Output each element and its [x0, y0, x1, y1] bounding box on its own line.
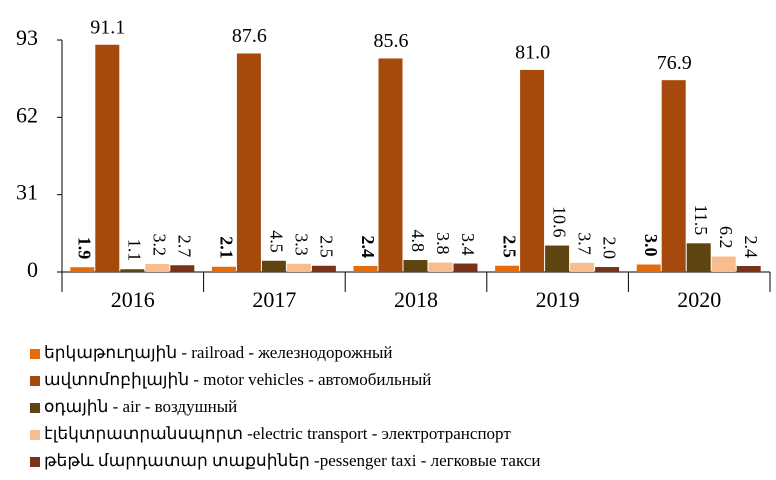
- bar: [145, 264, 170, 272]
- data-label: 2.4: [358, 236, 378, 259]
- legend-swatch: [30, 376, 40, 386]
- data-label: 2.5: [499, 235, 519, 258]
- bar: [453, 263, 478, 272]
- bar: [311, 265, 336, 272]
- x-tick-label: 2020: [677, 287, 721, 312]
- data-label: 3.0: [641, 234, 661, 257]
- data-label: 3.3: [291, 233, 311, 256]
- legend-label: էլեկտրատրանսպորտ -electric transport - э…: [44, 424, 511, 443]
- x-tick-label: 2019: [536, 287, 580, 312]
- bar: [211, 266, 236, 272]
- data-label: 81.0: [515, 42, 550, 64]
- bar: [428, 262, 453, 272]
- x-tick-label: 2018: [394, 287, 438, 312]
- data-label: 4.5: [266, 230, 286, 253]
- bar: [120, 269, 145, 272]
- bar: [403, 260, 428, 272]
- bar: [636, 264, 661, 272]
- bar: [736, 266, 761, 272]
- data-label: 4.8: [408, 230, 428, 253]
- bar: [378, 58, 403, 272]
- data-label: 87.6: [232, 25, 267, 47]
- bar: [520, 69, 545, 272]
- bar: [353, 266, 378, 272]
- data-label: 1.9: [75, 237, 95, 260]
- legend-label: ավտոմոբիլային - motor vehicles - автомоб…: [44, 370, 431, 389]
- y-tick-label: 62: [16, 102, 38, 127]
- bar: [261, 260, 286, 272]
- bar: [70, 267, 95, 272]
- data-label: 91.1: [90, 16, 125, 38]
- bar: [495, 265, 520, 272]
- data-label: 2.0: [599, 237, 619, 260]
- bar: [236, 53, 261, 273]
- x-tick-label: 2017: [252, 287, 296, 312]
- data-label: 6.2: [716, 226, 736, 249]
- data-label: 2.5: [316, 235, 336, 258]
- data-label: 2.1: [216, 236, 236, 259]
- data-label: 2.4: [741, 236, 761, 259]
- data-label: 3.2: [150, 234, 170, 257]
- data-label: 11.5: [691, 204, 711, 235]
- legend-label: երկաթուղային - railroad - железнодорожны…: [44, 343, 393, 362]
- legend-label: թեթև մարդատար տաքսիներ -pessenger taxi -…: [44, 451, 540, 470]
- data-label: 85.6: [374, 30, 409, 52]
- bar: [570, 262, 595, 272]
- data-label: 10.6: [549, 206, 569, 238]
- bar: [661, 80, 686, 272]
- legend-swatch: [30, 430, 40, 440]
- legend-label: օդային - air - воздушный: [44, 397, 237, 416]
- legend-swatch: [30, 403, 40, 413]
- bar: [595, 267, 620, 272]
- y-tick-label: 31: [16, 180, 38, 205]
- data-label: 2.7: [175, 235, 195, 258]
- data-label: 3.8: [433, 232, 453, 255]
- bar: [545, 245, 570, 272]
- x-tick-label: 2016: [111, 287, 155, 312]
- y-tick-label: 0: [27, 257, 38, 282]
- legend-swatch: [30, 457, 40, 467]
- bar: [170, 265, 195, 272]
- y-tick-label: 93: [16, 25, 38, 50]
- bar: [286, 263, 311, 272]
- data-label: 76.9: [657, 52, 692, 74]
- data-label: 1.1: [125, 239, 145, 262]
- bar: [686, 243, 711, 272]
- bar: [711, 256, 736, 272]
- bar: [95, 44, 120, 273]
- data-label: 3.4: [458, 233, 478, 256]
- data-label: 3.7: [574, 232, 594, 255]
- legend-swatch: [30, 349, 40, 359]
